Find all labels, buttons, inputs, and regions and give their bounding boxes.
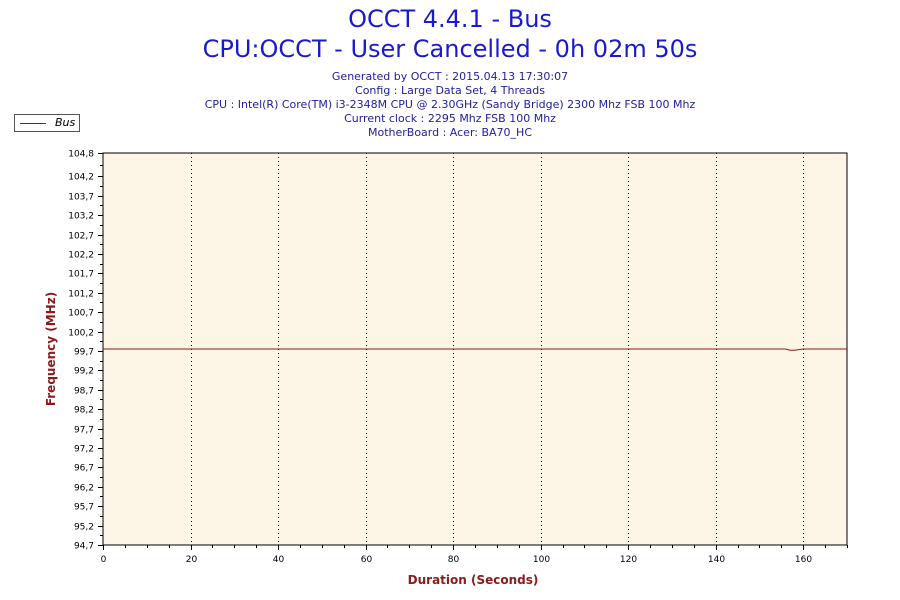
legend-swatch [20, 123, 46, 124]
y-tick-label: 96,2 [74, 484, 94, 494]
legend-label: Bus [55, 116, 76, 129]
x-tick-label: 40 [273, 555, 285, 565]
y-tick-label: 94,7 [74, 542, 94, 552]
cpu-info: CPU : Intel(R) Core(TM) i3-2348M CPU @ 2… [204, 98, 696, 111]
y-tick-label: 101,7 [68, 270, 94, 280]
y-tick-label: 98,7 [74, 387, 94, 397]
x-tick-label: 140 [708, 555, 725, 565]
y-tick-label: 99,2 [74, 367, 94, 377]
series-layer [103, 348, 847, 351]
y-tick-label: 95,2 [74, 523, 94, 533]
ticks: 0 20 40 60 80 100 120 140 160 104,8 104,2 103,7 103,… [68, 150, 848, 565]
y-tick-label: 100,2 [68, 329, 94, 339]
legend: Bus [14, 114, 80, 132]
y-tick-label: 102,2 [68, 251, 94, 261]
x-tick-label: 120 [620, 555, 637, 565]
config-info: Config : Large Data Set, 4 Threads [355, 84, 545, 97]
chart-subtitle: CPU:OCCT - User Cancelled - 0h 02m 50s [202, 35, 698, 63]
y-tick-label: 104,8 [68, 150, 94, 160]
y-tick-label: 103,2 [68, 212, 94, 222]
y-tick-label: 97,7 [74, 426, 94, 436]
x-axis-title: Duration (Seconds) [408, 573, 539, 587]
x-tick-label: 80 [448, 555, 460, 565]
y-tick-label: 102,7 [68, 232, 94, 242]
y-tick-label: 96,7 [74, 464, 94, 474]
y-tick-label: 104,2 [68, 173, 94, 183]
motherboard-info: MotherBoard : Acer: BA70_HC [367, 126, 533, 139]
clock-info: Current clock : 2295 Mhz FSB 100 Mhz [344, 112, 556, 125]
series-line-bus [103, 348, 847, 351]
y-tick-label: 98,2 [74, 406, 94, 416]
x-tick-label: 160 [795, 555, 812, 565]
x-tick-label: 0 [101, 555, 107, 565]
chart-title: OCCT 4.4.1 - Bus [348, 5, 552, 33]
x-tick-label: 100 [533, 555, 550, 565]
x-tick-label: 60 [361, 555, 373, 565]
y-tick-label: 101,2 [68, 290, 94, 300]
y-axis-title: Frequency (MHz) [44, 292, 58, 406]
x-tick-label: 20 [186, 555, 198, 565]
y-tick-label: 95,7 [74, 503, 94, 513]
y-tick-label: 100,7 [68, 309, 94, 319]
y-tick-label: 103,7 [68, 193, 94, 203]
generated-info: Generated by OCCT : 2015.04.13 17:30:07 [331, 70, 569, 83]
y-tick-label: 97,2 [74, 445, 94, 455]
y-tick-label: 99,7 [74, 348, 94, 358]
